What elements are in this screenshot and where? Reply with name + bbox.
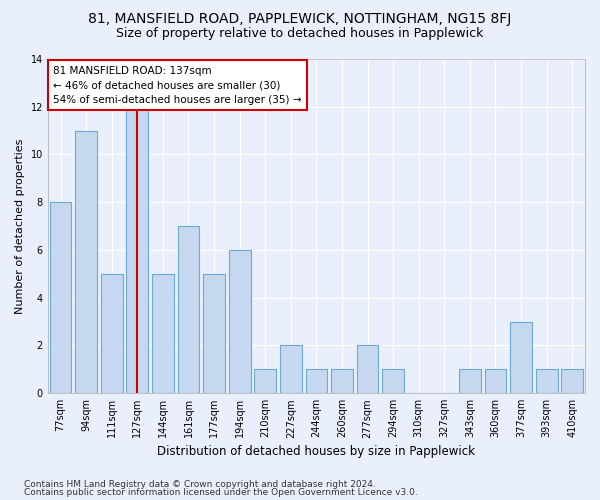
- Bar: [127, 106, 148, 393]
- Text: 81, MANSFIELD ROAD, PAPPLEWICK, NOTTINGHAM, NG15 8FJ: 81, MANSFIELD ROAD, PAPPLEWICK, NOTTINGH…: [88, 12, 512, 26]
- Bar: [178, 226, 199, 393]
- Bar: [331, 370, 353, 393]
- Bar: [280, 346, 302, 393]
- Bar: [50, 202, 71, 393]
- X-axis label: Distribution of detached houses by size in Papplewick: Distribution of detached houses by size …: [157, 444, 475, 458]
- Bar: [203, 274, 225, 393]
- Bar: [254, 370, 276, 393]
- Text: Contains public sector information licensed under the Open Government Licence v3: Contains public sector information licen…: [24, 488, 418, 497]
- Bar: [356, 346, 379, 393]
- Bar: [459, 370, 481, 393]
- Text: Contains HM Land Registry data © Crown copyright and database right 2024.: Contains HM Land Registry data © Crown c…: [24, 480, 376, 489]
- Text: Size of property relative to detached houses in Papplewick: Size of property relative to detached ho…: [116, 28, 484, 40]
- Bar: [75, 130, 97, 393]
- Bar: [229, 250, 251, 393]
- Y-axis label: Number of detached properties: Number of detached properties: [15, 138, 25, 314]
- Bar: [382, 370, 404, 393]
- Bar: [485, 370, 506, 393]
- Bar: [562, 370, 583, 393]
- Bar: [101, 274, 122, 393]
- Bar: [305, 370, 327, 393]
- Bar: [536, 370, 557, 393]
- Bar: [152, 274, 174, 393]
- Bar: [510, 322, 532, 393]
- Text: 81 MANSFIELD ROAD: 137sqm
← 46% of detached houses are smaller (30)
54% of semi-: 81 MANSFIELD ROAD: 137sqm ← 46% of detac…: [53, 66, 302, 106]
